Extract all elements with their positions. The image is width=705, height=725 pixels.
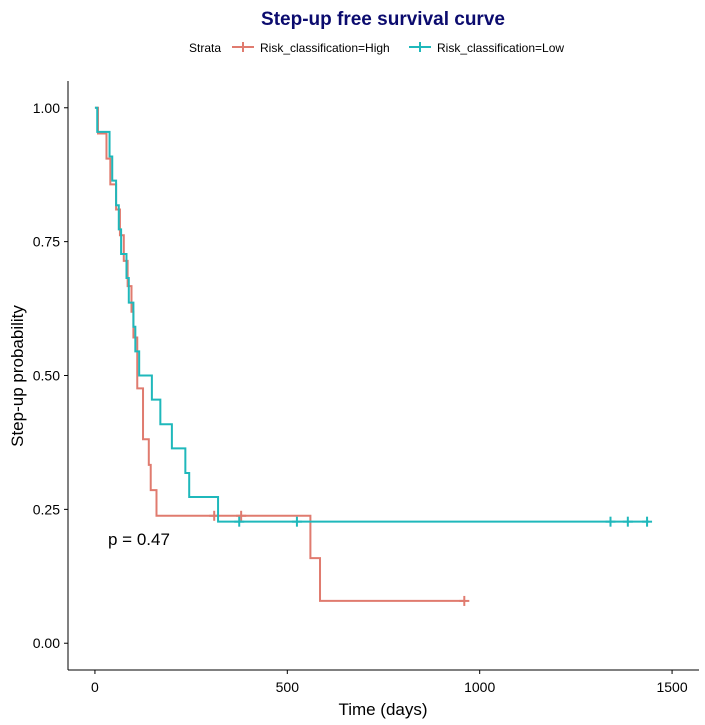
censor-mark-low [642,516,653,527]
censor-mark-low [605,516,616,527]
y-ticks: 0.00 0.25 0.50 0.75 1.00 [33,100,68,651]
x-axis-title: Time (days) [338,700,427,719]
x-tick-label: 0 [91,679,99,695]
censor-mark-high [236,510,247,521]
legend-label-low: Risk_classification=Low [437,41,564,55]
y-tick-label: 0.00 [33,635,60,651]
y-tick-label: 0.50 [33,368,60,384]
p-value-annotation: p = 0.47 [108,530,170,549]
plot-series [94,106,653,606]
x-ticks: 0 500 1000 1500 [91,670,688,695]
x-tick-label: 1000 [464,679,495,695]
censor-mark-low [622,516,633,527]
censor-mark-low [291,516,302,527]
legend: Strata Risk_classification=High Risk_cla… [189,41,564,55]
chart-title: Step-up free survival curve [261,9,505,30]
legend-key-low [409,42,431,52]
y-tick-label: 0.25 [33,501,60,517]
axes: 0.00 0.25 0.50 0.75 1.00 0 500 1000 1500 [33,81,699,695]
x-tick-label: 500 [276,679,300,695]
legend-title: Strata [189,41,221,55]
x-tick-label: 1500 [656,679,687,695]
censor-mark-high [459,595,470,606]
legend-label-high: Risk_classification=High [260,41,390,55]
series-line-high [94,106,465,602]
series-line-low [94,106,649,523]
y-tick-label: 0.75 [33,234,60,250]
legend-key-high [232,42,254,52]
censor-mark-low [234,516,245,527]
y-tick-label: 1.00 [33,100,60,116]
y-axis-title: Step-up probability [8,305,27,447]
